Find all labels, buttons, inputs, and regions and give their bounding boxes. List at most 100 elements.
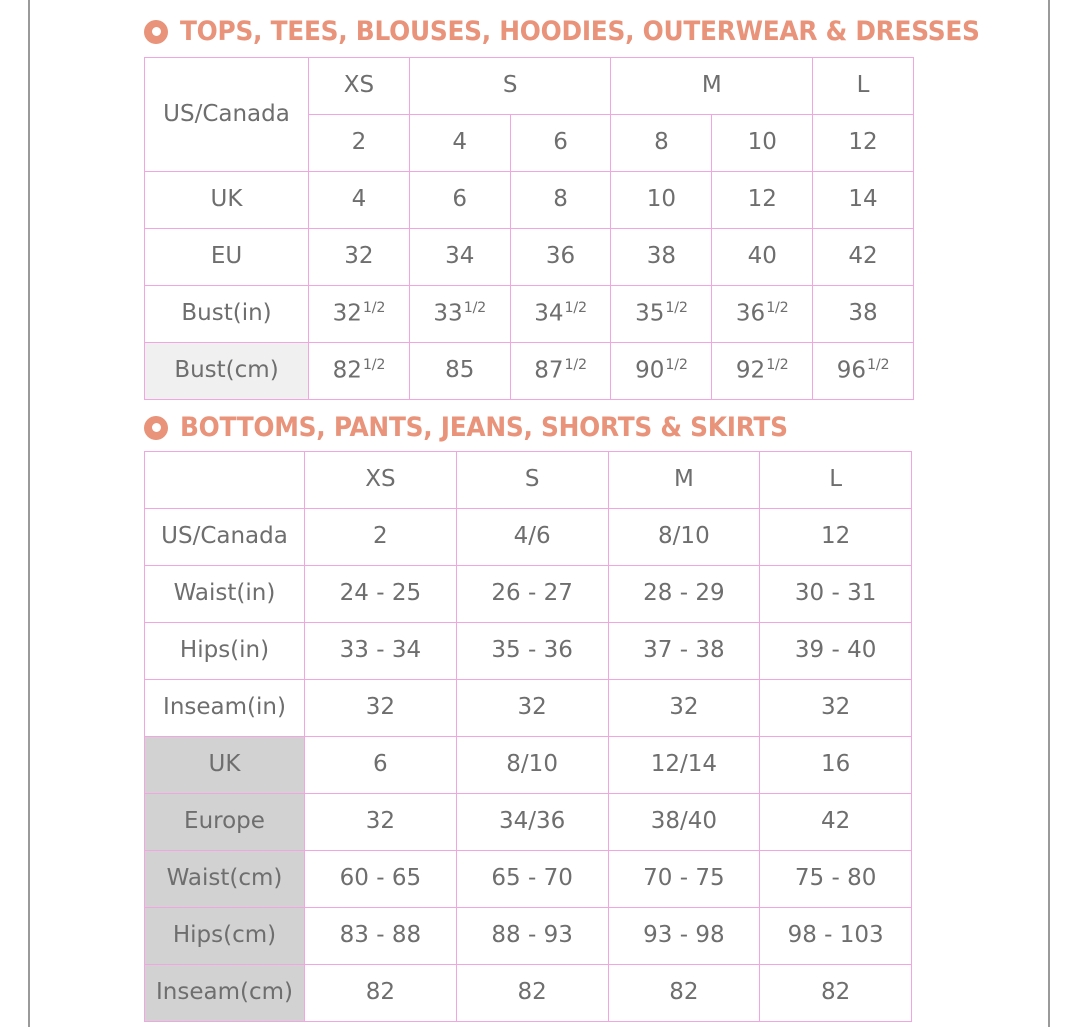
cell-bust-cm-4: 921/2: [711, 342, 814, 400]
cell-us-canada-3: 12: [759, 508, 912, 566]
section-title-bottoms: BOTTOMS, PANTS, JEANS, SHORTS & SKIRTS: [180, 412, 788, 443]
cell-waist-in-3: 30 - 31: [759, 565, 912, 623]
cell-uk-0: 4: [308, 171, 410, 229]
cell-bust-cm-3: 901/2: [610, 342, 713, 400]
row-label-waist-in: Waist(in): [144, 565, 305, 623]
page-left-rule: [28, 0, 30, 1027]
cell-inseam-in-1: 32: [455, 679, 609, 737]
size-header-s: S: [455, 451, 609, 509]
table-row-waist-cm: Waist(cm) 60 - 65 65 - 70 70 - 75 75 - 8…: [144, 850, 912, 908]
section-heading-bottoms: BOTTOMS, PANTS, JEANS, SHORTS & SKIRTS: [144, 400, 914, 441]
cell-inseam-cm-0: 82: [304, 964, 457, 1022]
row-label-inseam-in: Inseam(in): [144, 679, 305, 737]
table-row-waist-in: Waist(in) 24 - 25 26 - 27 28 - 29 30 - 3…: [144, 565, 912, 623]
cell-waist-cm-3: 75 - 80: [759, 850, 912, 908]
table-row-eu: EU 32 34 36 38 40 42: [144, 228, 914, 286]
cell-us-canada-5: 12: [812, 114, 914, 172]
cell-europe-0: 32: [304, 793, 457, 851]
table-row-hips-in: Hips(in) 33 - 34 35 - 36 37 - 38 39 - 40: [144, 622, 912, 680]
cell-us-canada-1: 4/6: [455, 508, 609, 566]
cell-hips-cm-0: 83 - 88: [304, 907, 457, 965]
row-label-uk: UK: [144, 171, 309, 229]
cell-eu-0: 32: [308, 228, 410, 286]
circle-ring-icon: [144, 415, 168, 440]
cell-europe-3: 42: [759, 793, 912, 851]
cell-uk-4: 12: [711, 171, 814, 229]
cell-uk-2: 12/14: [607, 736, 761, 794]
row-label-uk: UK: [144, 736, 305, 794]
page-right-rule: [1048, 0, 1050, 1027]
cell-eu-4: 40: [711, 228, 814, 286]
table-row-sizes: XS S M L: [144, 451, 912, 509]
cell-uk-2: 8: [509, 171, 612, 229]
size-header-l: L: [812, 57, 914, 115]
size-chart-content: TOPS, TEES, BLOUSES, HOODIES, OUTERWEAR …: [144, 0, 980, 1022]
cell-bust-cm-5: 961/2: [812, 342, 914, 400]
table-row-us-canada: US/Canada 2 4/6 8/10 12: [144, 508, 912, 566]
cell-hips-cm-2: 93 - 98: [607, 907, 761, 965]
cell-inseam-in-3: 32: [759, 679, 912, 737]
cell-bust-cm-1: 85: [408, 342, 511, 400]
cell-bust-cm-0: 821/2: [308, 342, 410, 400]
row-label-bust-cm: Bust(cm): [144, 342, 309, 400]
table-row-inseam-cm: Inseam(cm) 82 82 82 82: [144, 964, 912, 1022]
table-row-uk: UK 4 6 8 10 12 14: [144, 171, 914, 229]
section-heading-tops: TOPS, TEES, BLOUSES, HOODIES, OUTERWEAR …: [144, 0, 980, 45]
cell-uk-5: 14: [812, 171, 914, 229]
cell-inseam-cm-3: 82: [759, 964, 912, 1022]
row-label-us-canada: US/Canada: [144, 508, 305, 566]
cell-uk-1: 6: [408, 171, 511, 229]
cell-eu-1: 34: [408, 228, 511, 286]
size-header-xs: XS: [308, 57, 410, 115]
row-label-europe: Europe: [144, 793, 305, 851]
corner-cell-blank: [144, 451, 305, 509]
cell-bust-in-4: 361/2: [711, 285, 814, 343]
table-row-us-canada: 2 4 6 8 10 12: [145, 114, 914, 172]
size-header-l: L: [759, 451, 912, 509]
cell-us-canada-2: 6: [509, 114, 612, 172]
size-table-bottoms: XS S M L US/Canada 2 4/6 8/10 12 Waist(i…: [144, 451, 912, 1022]
cell-waist-cm-2: 70 - 75: [607, 850, 761, 908]
size-table-tops: US/Canada XS S M L 2 4 6 8 10 12 UK 4 6 …: [144, 57, 914, 400]
cell-uk-1: 8/10: [455, 736, 609, 794]
cell-us-canada-4: 10: [711, 114, 814, 172]
cell-waist-in-1: 26 - 27: [455, 565, 609, 623]
cell-europe-2: 38/40: [607, 793, 761, 851]
cell-hips-cm-1: 88 - 93: [455, 907, 609, 965]
cell-hips-in-1: 35 - 36: [455, 622, 609, 680]
table-row-inseam-in: Inseam(in) 32 32 32 32: [144, 679, 912, 737]
size-header-m: M: [607, 451, 761, 509]
cell-us-canada-0: 2: [304, 508, 457, 566]
cell-waist-cm-1: 65 - 70: [455, 850, 609, 908]
circle-ring-icon: [144, 19, 168, 44]
cell-bust-in-2: 341/2: [509, 285, 612, 343]
row-label-inseam-cm: Inseam(cm): [144, 964, 305, 1022]
cell-inseam-cm-2: 82: [607, 964, 761, 1022]
table-row-sizes: US/Canada XS S M L: [144, 57, 914, 172]
cell-hips-in-0: 33 - 34: [304, 622, 457, 680]
cell-eu-3: 38: [610, 228, 713, 286]
row-label-hips-cm: Hips(cm): [144, 907, 305, 965]
cell-inseam-in-0: 32: [304, 679, 457, 737]
cell-uk-3: 16: [759, 736, 912, 794]
cell-bust-in-1: 331/2: [408, 285, 511, 343]
row-label-waist-cm: Waist(cm): [144, 850, 305, 908]
table-row-bust-cm: Bust(cm) 821/2 85 871/2 901/2 921/2 961/…: [144, 342, 914, 400]
size-header-xs: XS: [304, 451, 457, 509]
cell-uk-3: 10: [610, 171, 713, 229]
row-label-eu: EU: [144, 228, 309, 286]
cell-bust-in-3: 351/2: [610, 285, 713, 343]
cell-bust-cm-2: 871/2: [509, 342, 612, 400]
row-label-hips-in: Hips(in): [144, 622, 305, 680]
section-title-tops: TOPS, TEES, BLOUSES, HOODIES, OUTERWEAR …: [180, 16, 980, 47]
row-label-bust-in: Bust(in): [144, 285, 309, 343]
cell-us-canada-3: 8: [610, 114, 713, 172]
cell-hips-cm-3: 98 - 103: [759, 907, 912, 965]
table-row-hips-cm: Hips(cm) 83 - 88 88 - 93 93 - 98 98 - 10…: [144, 907, 912, 965]
cell-waist-in-2: 28 - 29: [607, 565, 761, 623]
table-row-bust-in: Bust(in) 321/2 331/2 341/2 351/2 361/2 3…: [144, 285, 914, 343]
cell-us-canada-2: 8/10: [607, 508, 761, 566]
cell-bust-in-0: 321/2: [308, 285, 410, 343]
cell-bust-in-5: 38: [812, 285, 914, 343]
cell-eu-2: 36: [509, 228, 612, 286]
